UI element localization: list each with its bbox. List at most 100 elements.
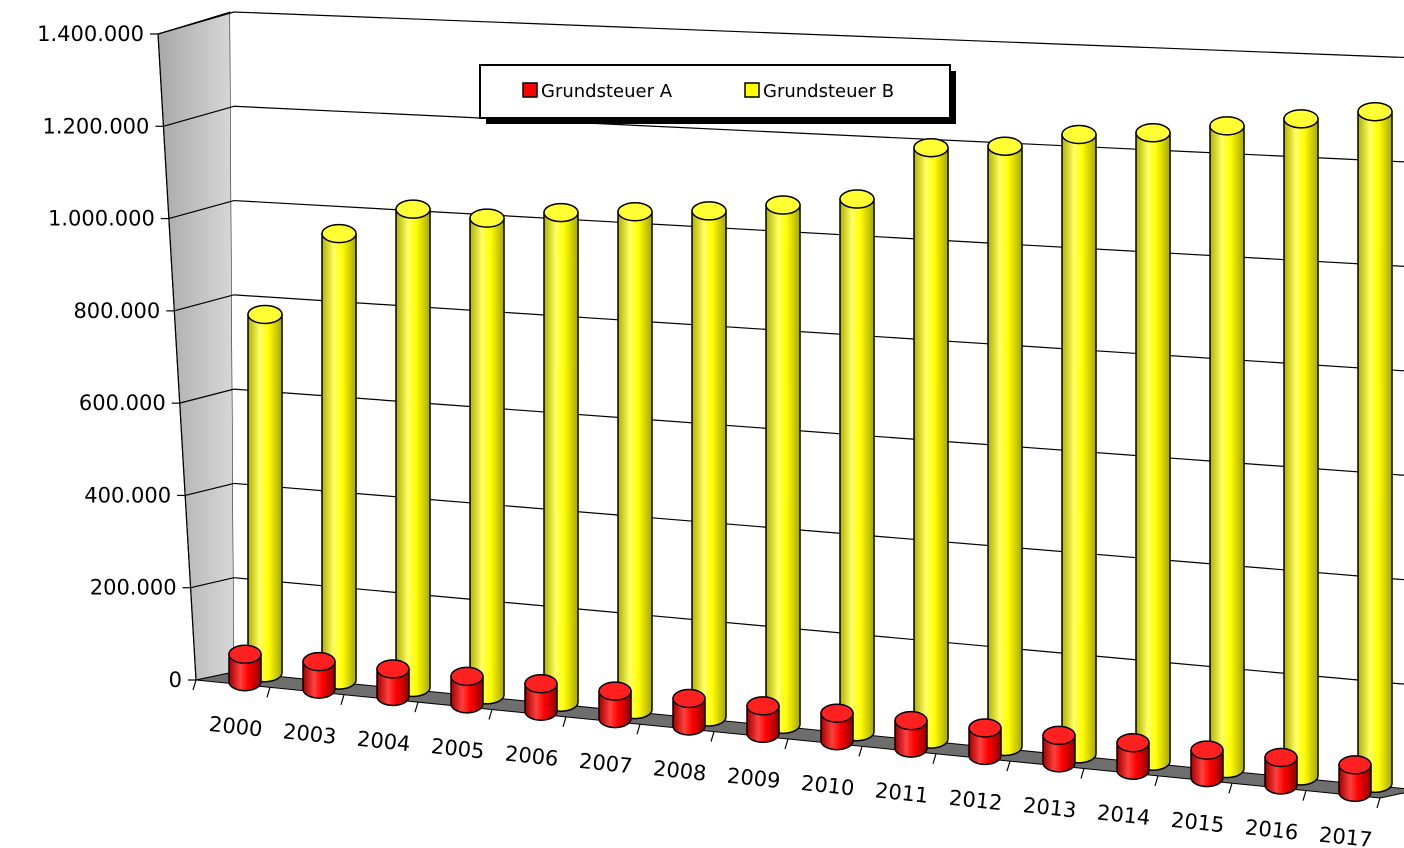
gridline-side <box>174 294 235 312</box>
x-tick-mark <box>488 709 493 720</box>
bar-grundsteuer-a <box>1338 755 1372 803</box>
x-tick-label: 2017 <box>1318 823 1374 848</box>
bar-grundsteuer-b-top <box>1061 124 1097 145</box>
x-tick-mark <box>266 687 271 698</box>
gridline-side <box>163 105 235 127</box>
bar-grundsteuer-b-body <box>1061 133 1097 764</box>
bar-grundsteuer-a-top <box>894 710 928 731</box>
bar-grundsteuer-a-top <box>746 696 780 716</box>
x-tick-label: 2006 <box>504 741 560 770</box>
x-tick-label: 2007 <box>578 749 634 778</box>
bar-grundsteuer-a-top <box>1338 755 1372 775</box>
bar-grundsteuer-b <box>1357 101 1393 794</box>
x-tick-mark <box>340 694 345 705</box>
bar-grundsteuer-a <box>894 710 928 758</box>
bar-grundsteuer-a-body <box>1264 756 1298 795</box>
bar-grundsteuer-a <box>228 644 262 692</box>
y-tick-label: 0 <box>169 668 182 692</box>
bar-grundsteuer-a <box>672 688 706 736</box>
bar-grundsteuer-b <box>839 189 875 742</box>
bar-grundsteuer-b-body <box>543 211 579 712</box>
bar-grundsteuer-b-top <box>1135 123 1171 143</box>
bar-grundsteuer-a-body <box>1042 734 1076 773</box>
x-tick-mark <box>636 724 641 735</box>
gridline-side <box>184 482 235 497</box>
bar-grundsteuer-b-top <box>395 199 431 219</box>
bar-grundsteuer-b <box>1135 123 1171 771</box>
bar-grundsteuer-a-body <box>598 690 632 729</box>
bar-grundsteuer-a-top <box>1264 747 1298 768</box>
x-tick-label: 2005 <box>430 734 486 763</box>
bar-grundsteuer-b-top <box>543 202 579 223</box>
bar-grundsteuer-a-body <box>1190 749 1224 788</box>
x-tick-mark <box>562 716 567 728</box>
bar-grundsteuer-b-top <box>1209 116 1245 136</box>
bar-grundsteuer-b-body <box>1135 132 1171 771</box>
bar-grundsteuer-b-body <box>247 313 283 683</box>
legend: Grundsteuer A Grundsteuer B <box>479 64 956 124</box>
bar-grundsteuer-a-body <box>450 675 484 714</box>
bar-grundsteuer-b <box>543 202 579 712</box>
legend-swatch-grundsteuer-b <box>744 82 760 98</box>
bar-grundsteuer-a <box>302 651 336 699</box>
bar-grundsteuer-b-top <box>1283 109 1319 129</box>
bar-grundsteuer-a-body <box>1116 741 1150 780</box>
bar-grundsteuer-a-body <box>1338 764 1372 803</box>
x-tick-label: 2015 <box>1170 808 1226 837</box>
bar-grundsteuer-a-top <box>524 673 558 694</box>
bar-grundsteuer-b <box>1061 124 1097 764</box>
gridline-side <box>157 11 235 35</box>
bar-grundsteuer-a-body <box>894 719 928 758</box>
bar-grundsteuer-b-top <box>987 136 1023 156</box>
legend-swatch-grundsteuer-a <box>522 82 538 98</box>
bar-grundsteuer-b-body <box>987 145 1023 757</box>
x-tick-label: 2011 <box>874 778 930 807</box>
bar-grundsteuer-a <box>376 659 410 707</box>
bar-grundsteuer-a <box>820 703 854 751</box>
bar-grundsteuer-b-top <box>839 189 875 209</box>
bar-grundsteuer-a-body <box>672 697 706 736</box>
gridline-side <box>190 577 235 589</box>
bar-grundsteuer-b <box>1209 116 1245 779</box>
y-axis-line <box>157 33 197 681</box>
bar-grundsteuer-a <box>450 666 484 714</box>
bar-grundsteuer-a-body <box>746 705 780 744</box>
x-tick-label: 2003 <box>282 719 338 748</box>
x-tick-mark <box>1376 797 1381 809</box>
bar-grundsteuer-b-top <box>617 202 653 222</box>
bar-grundsteuer-b-top <box>321 223 357 244</box>
bar-grundsteuer-b-top <box>1357 101 1393 122</box>
bar-grundsteuer-a-top <box>228 644 262 664</box>
bar-grundsteuer-a <box>598 681 632 729</box>
bar-grundsteuer-b <box>321 223 357 690</box>
bar-grundsteuer-a-top <box>968 718 1002 738</box>
bar-grundsteuer-b-body <box>691 210 727 727</box>
bar-grundsteuer-a-top <box>376 659 410 679</box>
x-tick-label: 2000 <box>208 712 264 741</box>
x-tick-label: 2016 <box>1244 815 1300 844</box>
back-wall <box>230 12 1404 789</box>
y-tick-label: 800.000 <box>73 299 160 323</box>
bar-grundsteuer-a-top <box>1042 725 1076 746</box>
bar-grundsteuer-a-top <box>1116 732 1150 753</box>
x-tick-label: 2013 <box>1022 793 1078 822</box>
bar-grundsteuer-a-top <box>1190 740 1224 760</box>
bar-grundsteuer-b <box>1283 109 1319 786</box>
bar-grundsteuer-a <box>1264 747 1298 795</box>
y-tick-label: 600.000 <box>79 391 166 415</box>
bar-grundsteuer-a-top <box>672 688 706 709</box>
bar-grundsteuer-b-top <box>913 137 949 158</box>
x-tick-label: 2004 <box>356 727 412 756</box>
bar-grundsteuer-a-top <box>598 681 632 701</box>
bar-grundsteuer-b-top <box>247 304 283 325</box>
bar-grundsteuer-a-body <box>228 653 262 692</box>
x-tick-mark <box>1154 775 1159 787</box>
bar-grundsteuer-b <box>691 201 727 727</box>
bar-grundsteuer-a <box>1042 725 1076 773</box>
bar-grundsteuer-b-body <box>765 204 801 735</box>
x-tick-mark <box>1228 783 1233 794</box>
x-tick-mark <box>192 679 197 691</box>
x-tick-label: 2010 <box>800 771 856 800</box>
bar-grundsteuer-b-top <box>691 201 727 221</box>
bar-grundsteuer-b <box>469 208 505 705</box>
